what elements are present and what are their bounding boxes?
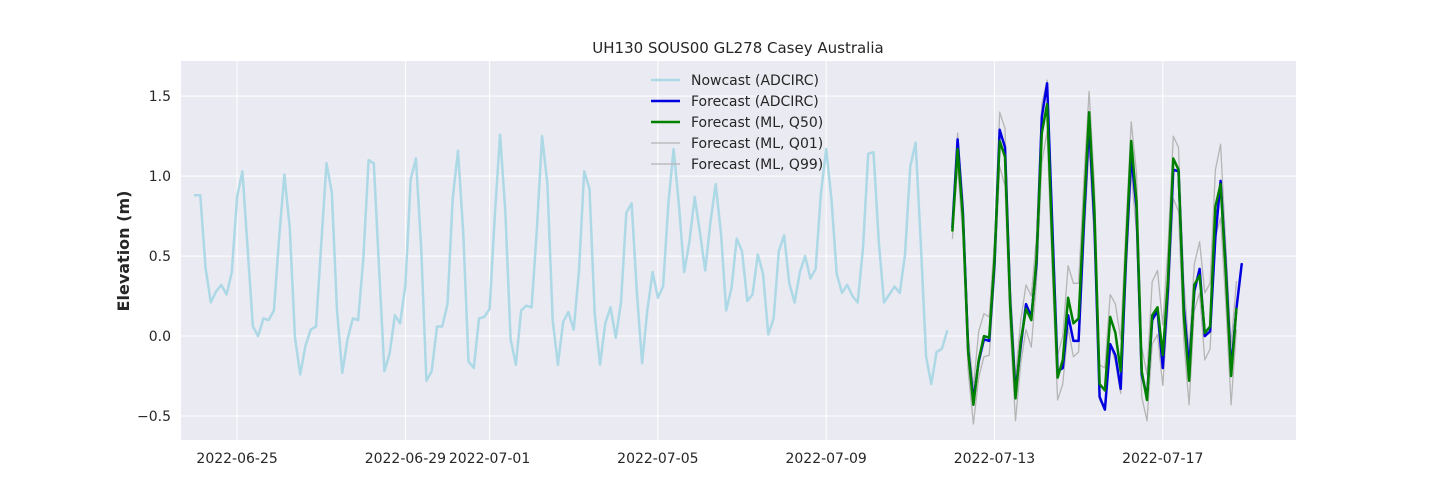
legend-label: Nowcast (ADCIRC) (691, 73, 819, 89)
grid-lines (181, 61, 1296, 440)
series-lines (193, 79, 1243, 425)
legend: Nowcast (ADCIRC) Forecast (ADCIRC) Forecas… (651, 73, 823, 173)
x-tick-label: 2022-06-29 (365, 451, 446, 467)
x-tick-label: 2022-07-09 (785, 451, 866, 467)
series-line-2 (951, 102, 1238, 407)
y-tick-label: 0.0 (149, 329, 171, 345)
y-tick-label: 1.5 (149, 89, 171, 105)
legend-label: Forecast (ML, Q99) (691, 157, 823, 173)
x-tick-label: 2022-07-01 (449, 451, 530, 467)
x-tick-label: 2022-06-25 (196, 451, 277, 467)
y-tick-label: 1.0 (149, 169, 171, 185)
plot-area (181, 61, 1296, 440)
legend-label: Forecast (ADCIRC) (691, 94, 819, 110)
series-line-0 (193, 133, 949, 386)
legend-label: Forecast (ML, Q01) (691, 136, 823, 152)
x-axis-ticks: 2022-06-25 2022-06-29 2022-07-01 2022-07-05… (196, 451, 1203, 467)
y-axis-ticks: −0.5 0.0 0.5 1.0 1.5 (137, 89, 171, 425)
y-tick-label: −0.5 (137, 409, 171, 425)
x-tick-label: 2022-07-05 (617, 451, 698, 467)
x-tick-label: 2022-07-17 (1122, 451, 1203, 467)
x-tick-label: 2022-07-13 (954, 451, 1035, 467)
y-axis-label: Elevation (m) (114, 191, 133, 312)
chart-title: UH130 SOUS00 GL278 Casey Australia (592, 39, 883, 57)
legend-label: Forecast (ML, Q50) (691, 115, 823, 131)
y-tick-label: 0.5 (149, 249, 171, 265)
